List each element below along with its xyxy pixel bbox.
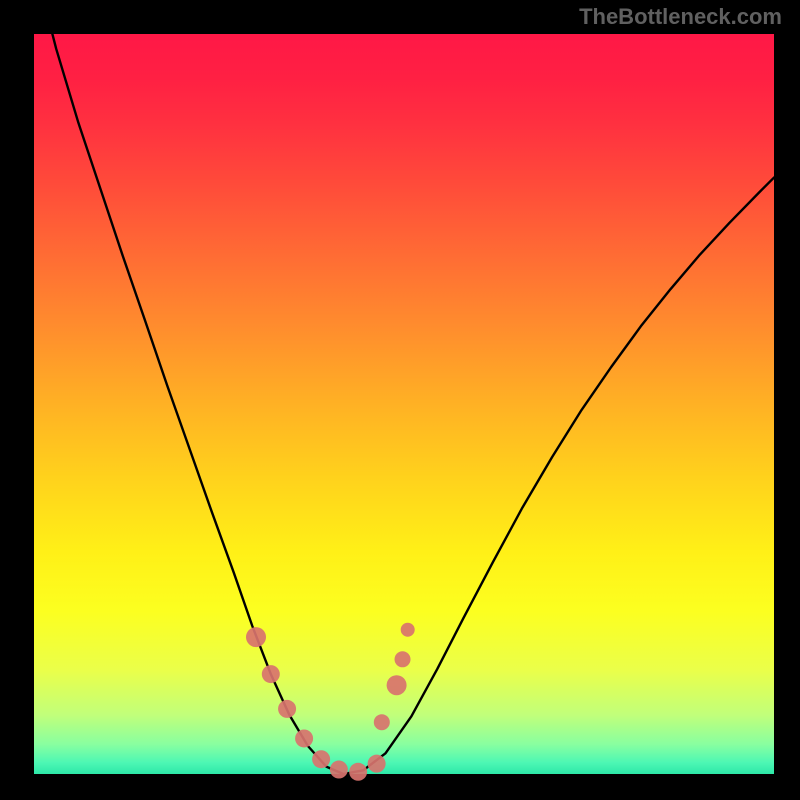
watermark-text: TheBottleneck.com: [579, 4, 782, 30]
plot-area: [34, 34, 774, 774]
highlight-dot: [330, 761, 348, 779]
highlight-dot: [278, 700, 296, 718]
root-canvas: TheBottleneck.com: [0, 0, 800, 800]
highlight-dot: [246, 627, 266, 647]
highlight-dot: [401, 623, 415, 637]
highlight-dot: [312, 750, 330, 768]
highlight-dot: [368, 755, 386, 773]
highlight-dot: [395, 651, 411, 667]
highlight-dot: [262, 665, 280, 683]
highlight-dot: [295, 729, 313, 747]
highlight-dot: [387, 675, 407, 695]
highlight-dot: [349, 763, 367, 781]
curve-layer: [34, 34, 774, 774]
highlight-dot: [374, 714, 390, 730]
